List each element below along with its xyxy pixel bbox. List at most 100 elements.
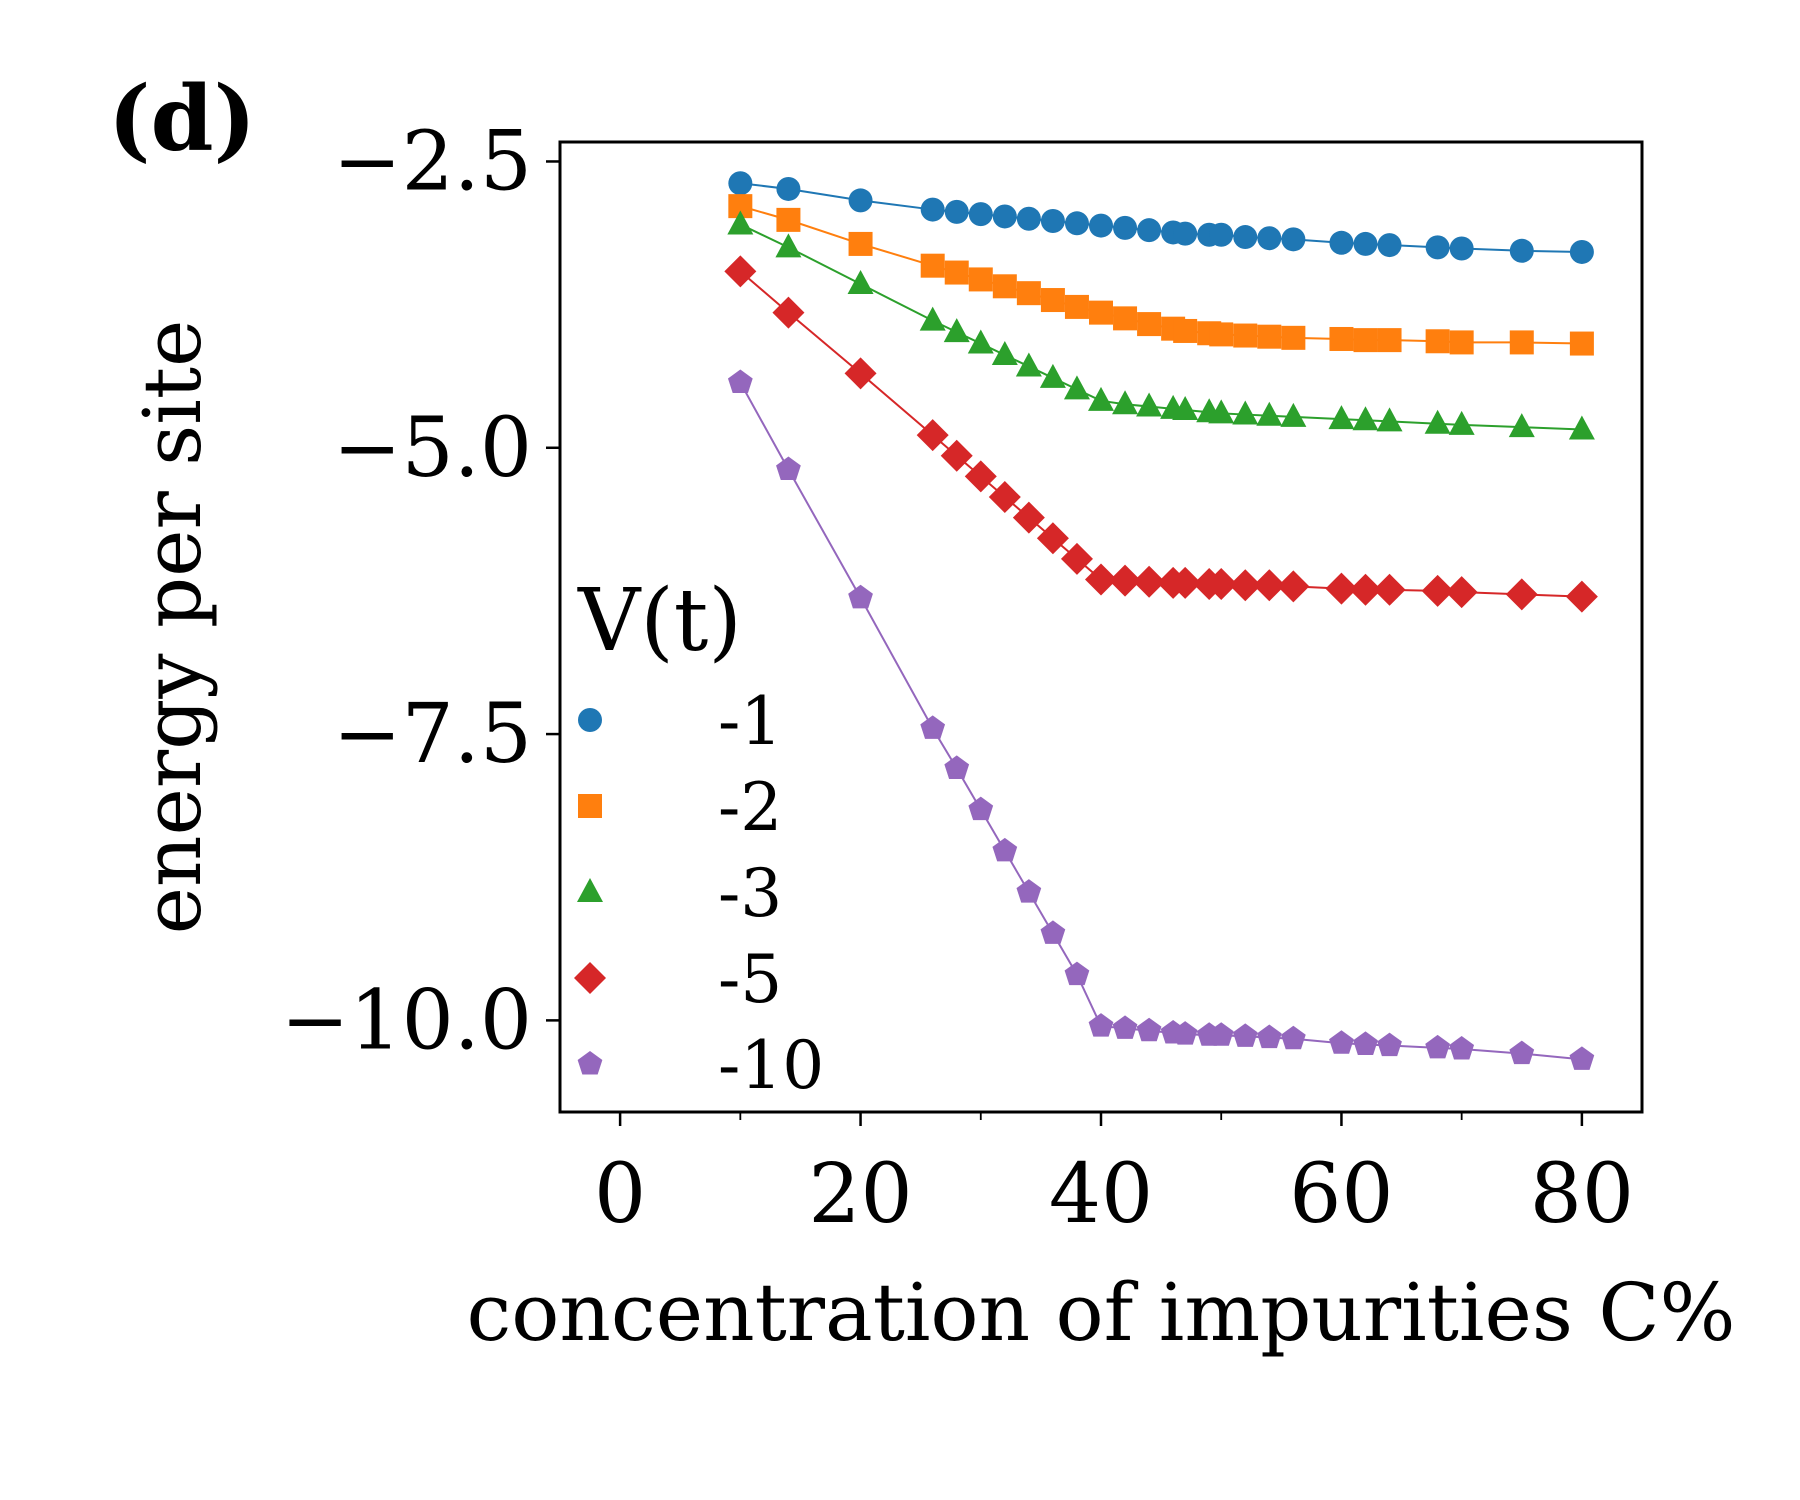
y-tick-label: −2.5 <box>333 114 532 209</box>
y-tick-label: −7.5 <box>333 687 532 782</box>
data-point <box>1229 569 1262 602</box>
data-point <box>1505 578 1538 611</box>
data-point <box>1568 415 1595 440</box>
data-point <box>1377 1032 1402 1057</box>
data-point <box>1040 288 1065 313</box>
data-point <box>1015 352 1042 377</box>
data-point <box>1040 920 1066 944</box>
data-point <box>919 306 946 331</box>
legend-marker <box>577 878 603 902</box>
data-point <box>1016 206 1041 231</box>
data-point <box>1425 235 1450 260</box>
data-point <box>916 419 949 452</box>
series-neg10 <box>727 369 1595 1070</box>
data-point <box>968 202 993 227</box>
data-point <box>1137 312 1162 337</box>
data-point <box>1085 563 1117 596</box>
data-point <box>1172 395 1199 420</box>
data-point <box>1173 221 1198 246</box>
data-point <box>1353 231 1378 256</box>
y-tick-label: −5.0 <box>333 401 532 496</box>
data-point <box>847 270 874 295</box>
data-point <box>992 274 1017 299</box>
data-point <box>1329 230 1354 255</box>
data-point <box>1209 222 1234 247</box>
legend-title: V(t) <box>577 571 742 671</box>
legend-label: -2 <box>718 769 782 846</box>
data-point <box>772 296 805 329</box>
data-point <box>1233 323 1258 348</box>
data-point <box>1449 1036 1475 1060</box>
data-point <box>1039 363 1066 388</box>
data-point <box>1509 1040 1535 1065</box>
data-point <box>1253 569 1286 602</box>
data-point <box>944 755 970 779</box>
data-point <box>775 233 802 258</box>
data-point <box>943 318 970 343</box>
x-tick-label: 40 <box>1049 1147 1153 1242</box>
legend-marker <box>578 794 602 818</box>
data-point <box>848 584 873 609</box>
data-point <box>1133 565 1166 598</box>
data-point <box>1277 570 1310 603</box>
data-point <box>991 341 1018 366</box>
data-point <box>1209 322 1234 347</box>
data-point <box>1329 326 1354 351</box>
data-point <box>1112 390 1139 415</box>
y-tick-label: −10.0 <box>281 973 532 1068</box>
data-point <box>1113 215 1138 240</box>
data-point <box>1421 574 1454 607</box>
data-point <box>1281 227 1306 252</box>
data-point <box>920 197 945 222</box>
data-point <box>1016 281 1041 306</box>
data-point <box>1136 392 1163 417</box>
data-point <box>1136 1017 1162 1042</box>
data-point <box>1040 209 1065 234</box>
x-tick-label: 60 <box>1289 1147 1393 1242</box>
series-neg2 <box>728 194 1594 356</box>
data-point <box>724 255 757 288</box>
legend-label: -1 <box>718 683 782 760</box>
series-neg1 <box>728 171 1594 264</box>
data-point <box>920 715 946 739</box>
data-point <box>944 260 969 285</box>
data-point <box>1208 399 1235 424</box>
data-point <box>848 188 873 213</box>
data-point <box>988 481 1021 514</box>
legend: V(t) -1 -2 -3 -5 -10 <box>574 571 824 1104</box>
data-point <box>1012 501 1045 534</box>
data-point <box>1088 386 1114 411</box>
data-point <box>992 204 1017 229</box>
data-point <box>1377 233 1402 258</box>
data-point <box>1509 330 1534 355</box>
data-point <box>1449 236 1474 261</box>
data-point <box>1508 413 1535 438</box>
data-point <box>1376 407 1403 432</box>
data-point <box>1169 566 1202 599</box>
data-point <box>1089 213 1113 238</box>
x-tick-label: 20 <box>808 1147 912 1242</box>
data-point <box>1280 1025 1306 1050</box>
data-point <box>1257 226 1282 251</box>
data-point <box>1063 375 1090 400</box>
data-point <box>1256 401 1283 426</box>
data-point <box>844 357 877 390</box>
data-point <box>992 837 1018 862</box>
data-point <box>1256 1024 1282 1049</box>
data-point <box>1088 1013 1114 1037</box>
legend-marker <box>577 1051 603 1075</box>
data-point <box>1089 300 1113 325</box>
data-point <box>1424 409 1451 434</box>
x-tick-label: 80 <box>1530 1147 1634 1242</box>
data-point <box>1233 225 1258 250</box>
data-point <box>1064 294 1089 319</box>
data-point <box>1109 564 1142 597</box>
data-point <box>1425 329 1450 354</box>
data-point <box>1205 568 1238 601</box>
data-point <box>968 796 994 821</box>
data-point <box>1036 522 1069 555</box>
data-point <box>1353 1031 1378 1055</box>
data-point <box>1064 961 1090 986</box>
data-point <box>1445 576 1478 609</box>
